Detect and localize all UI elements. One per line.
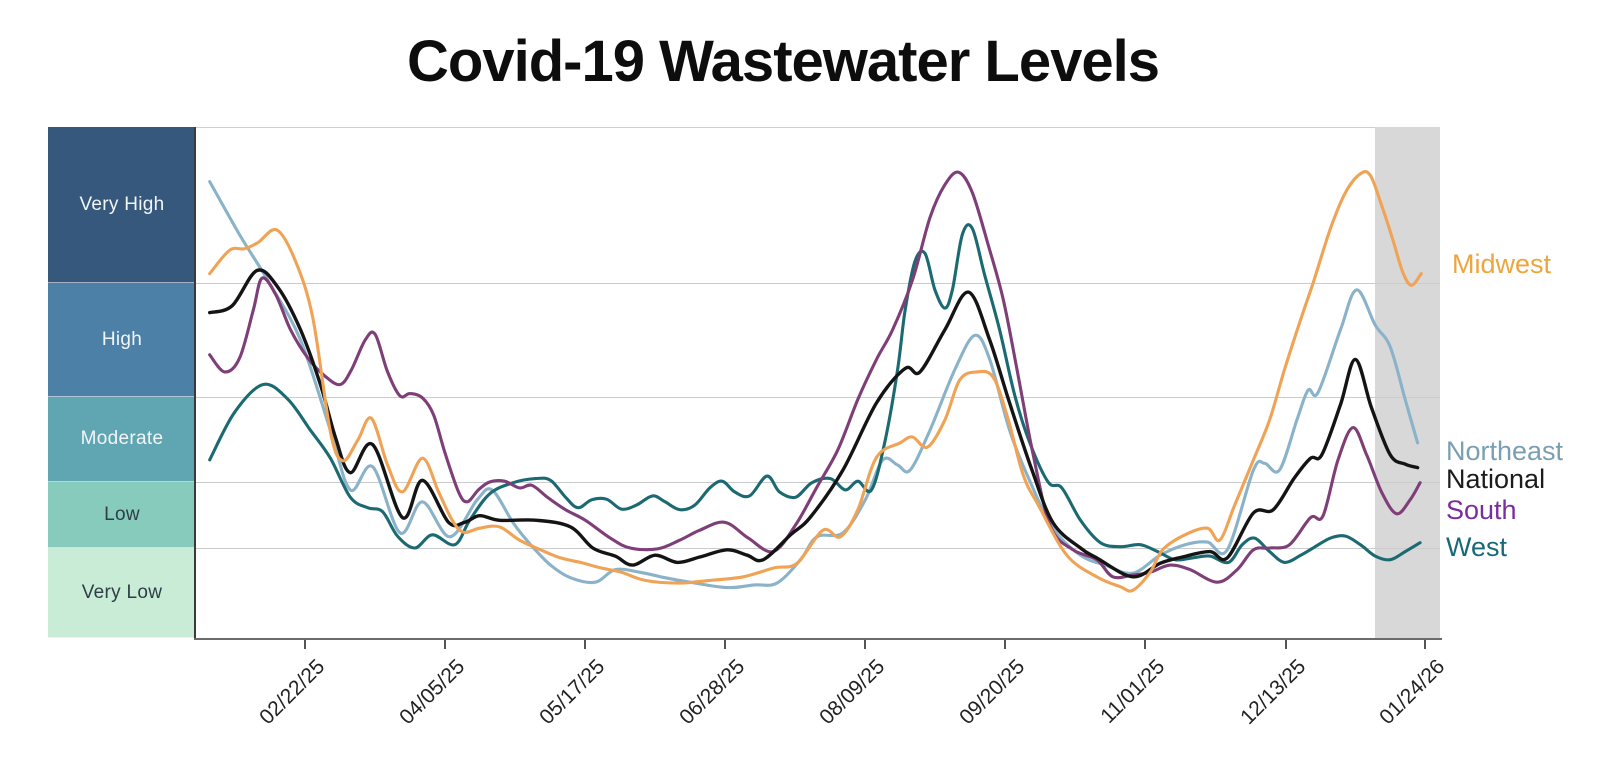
legend-label-northeast: Northeast [1446, 436, 1564, 466]
x-tick-label-12-13-25: 12/13/25 [1235, 655, 1310, 730]
legend-label-west: West [1446, 532, 1508, 562]
x-tick-mark-05-17-25 [584, 640, 587, 649]
plot-area [196, 127, 1440, 639]
forecast-shaded-region [1375, 127, 1440, 638]
x-tick-mark-12-13-25 [1284, 640, 1287, 649]
level-band-label-high: High [101, 328, 143, 350]
x-tick-label-09-20-25: 09/20/25 [954, 655, 1029, 730]
level-band-label-very-high: Very High [79, 193, 165, 215]
gridline-level-3 [196, 397, 1440, 398]
level-band-high: High [48, 283, 196, 397]
chart-title: Covid-19 Wastewater Levels [407, 29, 1160, 94]
level-band-very-low: Very Low [48, 548, 196, 638]
legend-label-midwest: Midwest [1452, 249, 1552, 279]
x-tick-mark-02-22-25 [304, 640, 307, 649]
y-axis-line [194, 127, 196, 638]
x-tick-mark-06-28-25 [723, 640, 726, 649]
level-band-label-moderate: Moderate [80, 428, 164, 449]
x-tick-label-01-24-26: 01/24/26 [1375, 655, 1450, 730]
x-tick-mark-08-09-25 [864, 640, 867, 649]
gridline-level-2 [196, 482, 1440, 483]
x-tick-mark-04-05-25 [443, 640, 446, 649]
level-band-label-low: Low [104, 503, 140, 525]
x-tick-mark-11-01-25 [1144, 640, 1147, 649]
x-tick-label-04-05-25: 04/05/25 [394, 655, 470, 730]
x-tick-label-11-01-25: 11/01/25 [1096, 655, 1170, 728]
level-band-low: Low [48, 482, 196, 548]
x-tick-label-02-22-25: 02/22/25 [255, 655, 330, 730]
x-tick-label-08-09-25: 08/09/25 [815, 655, 890, 730]
gridline-level-4 [196, 283, 1440, 284]
legend-label-south: South [1446, 495, 1517, 525]
legend-label-national: National [1446, 464, 1546, 494]
gridline-level-1 [196, 548, 1440, 549]
level-band-very-high: Very High [48, 127, 196, 283]
x-tick-mark-09-20-25 [1003, 640, 1006, 649]
level-band-moderate: Moderate [48, 397, 196, 482]
x-tick-label-06-28-25: 06/28/25 [674, 655, 749, 730]
x-tick-label-05-17-25: 05/17/25 [535, 655, 610, 730]
level-band-label-very-low: Very Low [81, 581, 163, 603]
x-axis-line [194, 638, 1442, 640]
x-tick-mark-01-24-26 [1424, 640, 1427, 649]
